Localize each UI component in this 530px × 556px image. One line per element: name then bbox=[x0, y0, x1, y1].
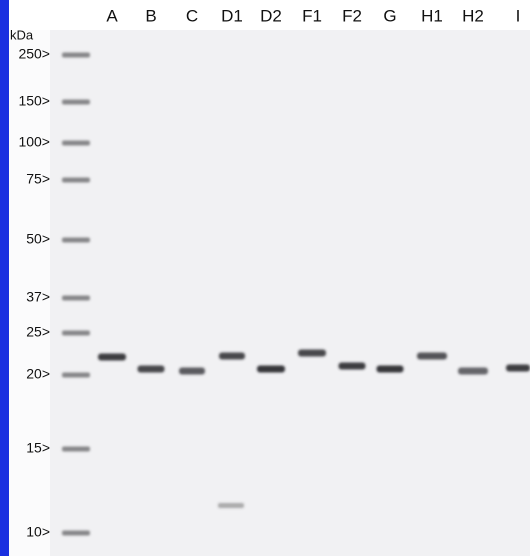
ladder-band bbox=[62, 330, 90, 336]
lane-label: B bbox=[145, 6, 156, 25]
gel bbox=[50, 30, 530, 556]
ladder-band bbox=[62, 372, 90, 378]
marker-label: 15> bbox=[26, 440, 50, 456]
lane-label: D2 bbox=[260, 6, 282, 25]
ladder-band bbox=[62, 237, 90, 243]
bands bbox=[98, 349, 530, 508]
protein-band bbox=[257, 365, 285, 373]
marker-label: 50> bbox=[26, 231, 50, 247]
ladder bbox=[62, 52, 90, 536]
marker-labels: 250> 150> 100> 75> 50> 37> 25> 20> 15> 10> bbox=[18, 46, 50, 540]
protein-band bbox=[218, 503, 244, 508]
ladder-band bbox=[62, 140, 90, 146]
marker-label: 37> bbox=[26, 289, 50, 305]
protein-band bbox=[506, 364, 530, 372]
marker-label: 10> bbox=[26, 524, 50, 540]
protein-band bbox=[98, 353, 126, 361]
lane-label: H2 bbox=[462, 6, 484, 25]
lane-label: I bbox=[516, 6, 521, 25]
ladder-band bbox=[62, 530, 90, 536]
ladder-band bbox=[62, 52, 90, 58]
lane-label: D1 bbox=[221, 6, 243, 25]
lane-label: F2 bbox=[342, 6, 362, 25]
marker-label: 250> bbox=[18, 46, 50, 62]
ladder-band bbox=[62, 446, 90, 452]
lane-label: F1 bbox=[302, 6, 322, 25]
protein-band bbox=[179, 367, 205, 375]
protein-band bbox=[458, 367, 488, 375]
lane-label: G bbox=[383, 6, 396, 25]
marker-label: 20> bbox=[26, 366, 50, 382]
protein-band bbox=[338, 362, 366, 370]
protein-band bbox=[298, 349, 326, 357]
marker-label: 150> bbox=[18, 93, 50, 109]
lane-label: C bbox=[186, 6, 198, 25]
unit-label: kDa bbox=[10, 27, 34, 42]
marker-label: 75> bbox=[26, 171, 50, 187]
label-strip bbox=[9, 30, 50, 556]
ladder-band bbox=[62, 295, 90, 301]
protein-band bbox=[219, 352, 245, 360]
protein-band bbox=[137, 365, 165, 373]
left-border bbox=[0, 0, 9, 556]
protein-band bbox=[417, 352, 447, 360]
lane-label: H1 bbox=[421, 6, 443, 25]
lane-labels: A B C D1 D2 F1 F2 G H1 H2 I bbox=[106, 6, 520, 25]
ladder-band bbox=[62, 99, 90, 105]
marker-label: 100> bbox=[18, 134, 50, 150]
protein-band bbox=[376, 365, 404, 373]
marker-label: 25> bbox=[26, 324, 50, 340]
lane-label: A bbox=[106, 6, 118, 25]
ladder-band bbox=[62, 177, 90, 183]
